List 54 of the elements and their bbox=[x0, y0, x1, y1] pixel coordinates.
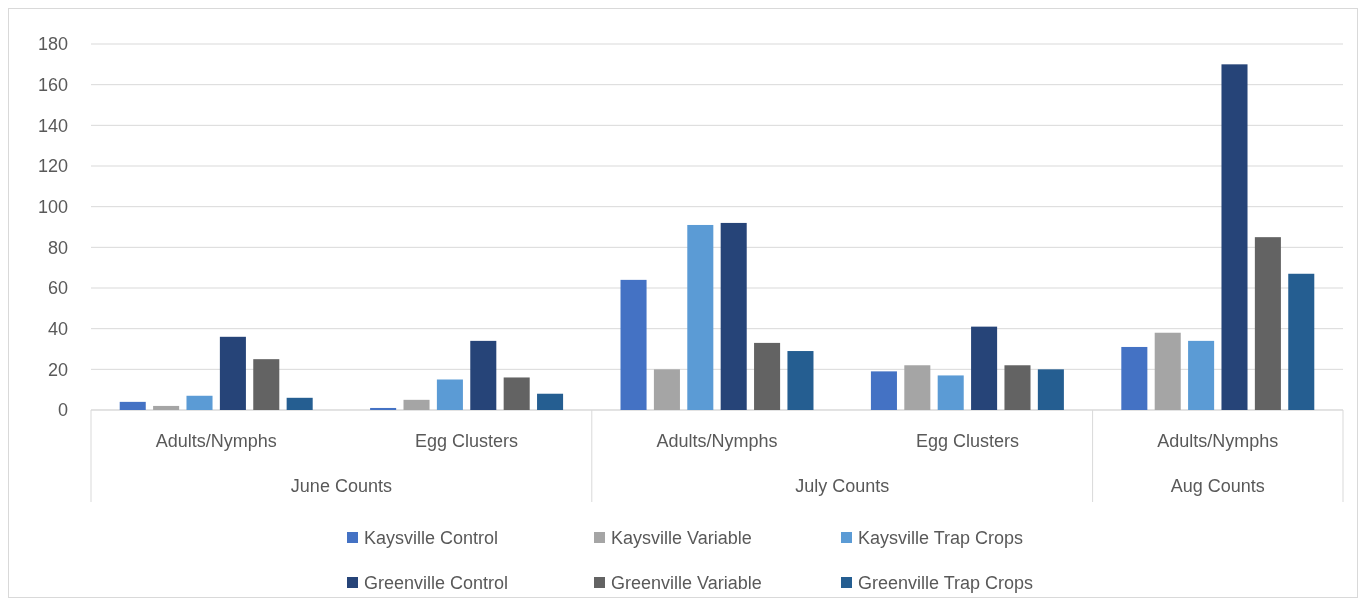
y-tick-label: 0 bbox=[57, 400, 68, 421]
x-tick-label: Egg Clusters bbox=[415, 431, 519, 451]
bar bbox=[904, 365, 931, 410]
y-tick-label: 40 bbox=[47, 318, 68, 339]
x-tick-label: Adults/Nymphs bbox=[1157, 431, 1279, 451]
bar bbox=[1288, 273, 1315, 410]
bar bbox=[1121, 346, 1148, 410]
bar bbox=[219, 336, 246, 410]
bar bbox=[1221, 64, 1248, 410]
y-tick-label: 140 bbox=[37, 115, 68, 136]
y-tick-label: 60 bbox=[47, 278, 68, 299]
bar bbox=[186, 395, 213, 410]
bar bbox=[1154, 332, 1181, 410]
bar bbox=[119, 401, 146, 410]
text: June Counts bbox=[290, 476, 392, 496]
bar bbox=[870, 371, 897, 410]
y-tick-label: 100 bbox=[37, 196, 68, 217]
bar bbox=[537, 393, 564, 410]
bar bbox=[720, 222, 747, 410]
bar bbox=[1004, 365, 1031, 410]
text: Aug Counts bbox=[1170, 476, 1265, 496]
bar bbox=[687, 224, 714, 410]
legend-label: Kaysville Trap Crops bbox=[858, 528, 1024, 549]
bar bbox=[653, 369, 680, 410]
y-tick-label: 20 bbox=[47, 359, 68, 380]
legend-label: Kaysville Control bbox=[364, 528, 499, 549]
legend-label: Greenville Trap Crops bbox=[858, 573, 1034, 594]
x-tick-label: Adults/Nymphs bbox=[656, 431, 778, 451]
bar bbox=[754, 342, 781, 410]
text: July Counts bbox=[795, 476, 890, 496]
y-tick-label: 180 bbox=[37, 34, 68, 55]
bar bbox=[503, 377, 530, 410]
bar bbox=[286, 397, 313, 410]
y-tick-label: 80 bbox=[47, 237, 68, 258]
legend-label: Kaysville Variable bbox=[611, 528, 752, 549]
bar bbox=[370, 407, 397, 410]
legend-label: Greenville Variable bbox=[611, 573, 762, 594]
x-tick-label: Egg Clusters bbox=[915, 431, 1019, 451]
bar bbox=[1254, 237, 1281, 410]
x-tick-label: Adults/Nymphs bbox=[155, 431, 277, 451]
bar bbox=[436, 379, 463, 410]
y-tick-label: 120 bbox=[37, 156, 68, 177]
bar bbox=[470, 340, 497, 410]
bar bbox=[937, 375, 964, 410]
bar bbox=[971, 326, 998, 410]
bar bbox=[253, 359, 280, 410]
bar bbox=[620, 279, 647, 410]
bar bbox=[153, 405, 180, 410]
bar bbox=[403, 399, 430, 410]
bar bbox=[1188, 340, 1215, 410]
bar bbox=[1037, 369, 1064, 410]
y-tick-label: 160 bbox=[37, 74, 68, 95]
legend-label: Greenville Control bbox=[364, 573, 509, 594]
bar bbox=[787, 351, 814, 410]
